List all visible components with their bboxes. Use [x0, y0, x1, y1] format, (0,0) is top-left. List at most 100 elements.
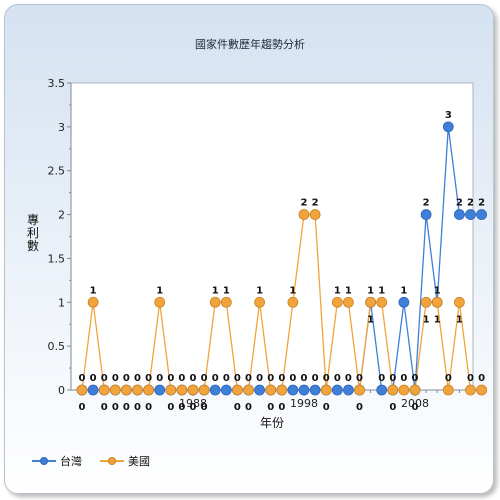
data-point-usa[interactable] [165, 384, 177, 396]
data-label: 0 [412, 373, 419, 384]
legend-label-taiwan: 台灣 [60, 455, 82, 468]
data-label: 0 [323, 402, 330, 413]
y-tick-label: 3 [58, 121, 65, 134]
data-point-taiwan[interactable] [298, 384, 310, 396]
data-point-usa[interactable] [254, 296, 266, 308]
data-point-usa[interactable] [398, 384, 410, 396]
data-point-usa[interactable] [376, 296, 388, 308]
data-label: 0 [178, 402, 185, 413]
data-label: 0 [267, 373, 274, 384]
data-label: 0 [312, 373, 319, 384]
y-tick-label: 1.5 [48, 252, 66, 265]
data-point-taiwan[interactable] [398, 296, 410, 308]
data-point-usa[interactable] [109, 384, 121, 396]
data-point-usa[interactable] [87, 296, 99, 308]
data-point-usa[interactable] [309, 209, 321, 220]
data-label: 0 [234, 402, 241, 413]
data-point-usa[interactable] [342, 296, 354, 308]
data-point-taiwan[interactable] [209, 384, 221, 396]
legend-marker-usa [108, 457, 116, 465]
x-tick-label: 1988 [179, 397, 207, 410]
data-point-usa[interactable] [154, 296, 166, 308]
data-point-usa[interactable] [132, 384, 143, 396]
legend-item-usa[interactable]: 美國 [100, 453, 150, 469]
data-point-taiwan[interactable] [442, 121, 454, 133]
data-label: 0 [378, 373, 385, 384]
data-label: 1 [345, 285, 352, 296]
data-point-taiwan[interactable] [331, 384, 343, 396]
data-point-taiwan[interactable] [342, 384, 354, 396]
data-label: 0 [134, 402, 141, 413]
data-point-usa[interactable] [220, 296, 232, 308]
data-label: 0 [112, 402, 119, 413]
data-point-usa[interactable] [409, 384, 421, 396]
data-point-usa[interactable] [143, 384, 155, 396]
data-point-usa[interactable] [176, 384, 188, 396]
data-label: 0 [201, 373, 208, 384]
y-tick-label: 1 [58, 296, 65, 309]
data-label: 2 [467, 198, 474, 209]
data-point-usa[interactable] [354, 384, 365, 396]
data-point-taiwan[interactable] [476, 209, 488, 220]
data-label: 0 [167, 373, 174, 384]
legend-marker-taiwan [40, 457, 48, 465]
data-label: 0 [123, 373, 130, 384]
y-axis-label-char: 利 [27, 226, 39, 240]
data-label: 0 [245, 373, 252, 384]
data-point-usa[interactable] [276, 384, 288, 396]
data-point-usa[interactable] [442, 384, 454, 396]
data-point-usa[interactable] [331, 296, 343, 308]
data-point-usa[interactable] [431, 296, 443, 308]
data-point-usa[interactable] [453, 296, 465, 308]
data-label: 0 [467, 373, 474, 384]
data-point-taiwan[interactable] [420, 209, 432, 220]
data-label: 0 [245, 402, 252, 413]
data-label: 0 [178, 373, 185, 384]
data-point-usa[interactable] [187, 384, 199, 396]
legend-item-taiwan[interactable]: 台灣 [32, 453, 82, 469]
y-tick-label: 0 [58, 384, 65, 397]
y-axis-label-char: 數 [27, 239, 39, 253]
data-point-taiwan[interactable] [220, 384, 232, 396]
data-point-usa[interactable] [121, 384, 132, 396]
data-point-usa[interactable] [298, 209, 310, 220]
data-point-taiwan[interactable] [254, 384, 266, 396]
data-label: 0 [190, 373, 197, 384]
data-point-usa[interactable] [287, 296, 299, 308]
data-label: 0 [190, 402, 197, 413]
data-label: 1 [400, 285, 407, 296]
data-label: 0 [79, 373, 86, 384]
data-point-usa[interactable] [320, 384, 332, 396]
data-label: 0 [356, 402, 363, 413]
data-point-taiwan[interactable] [376, 384, 388, 396]
legend-swatch-usa [100, 456, 124, 466]
data-label: 0 [234, 373, 241, 384]
data-label: 0 [400, 373, 407, 384]
data-point-usa[interactable] [265, 384, 277, 396]
data-point-usa[interactable] [420, 296, 432, 308]
data-point-usa[interactable] [465, 384, 476, 396]
data-point-usa[interactable] [231, 384, 243, 396]
data-point-usa[interactable] [365, 296, 377, 308]
data-point-usa[interactable] [387, 384, 399, 396]
data-point-usa[interactable] [98, 384, 110, 396]
data-point-usa[interactable] [198, 384, 210, 396]
legend: 台灣 美國 [32, 453, 168, 469]
data-point-usa[interactable] [243, 384, 254, 396]
data-point-taiwan[interactable] [87, 384, 99, 396]
data-label: 0 [90, 373, 97, 384]
x-axis-label: 年份 [260, 416, 284, 430]
data-point-usa[interactable] [209, 296, 221, 308]
data-label: 0 [101, 402, 108, 413]
data-label: 0 [478, 373, 485, 384]
data-point-taiwan[interactable] [154, 384, 166, 396]
data-label: 0 [445, 373, 452, 384]
data-point-taiwan[interactable] [465, 209, 476, 220]
data-point-usa[interactable] [476, 384, 488, 396]
data-point-usa[interactable] [76, 384, 88, 396]
data-point-taiwan[interactable] [453, 209, 465, 220]
data-label: 1 [378, 285, 385, 296]
data-point-taiwan[interactable] [309, 384, 321, 396]
data-point-taiwan[interactable] [287, 384, 299, 396]
